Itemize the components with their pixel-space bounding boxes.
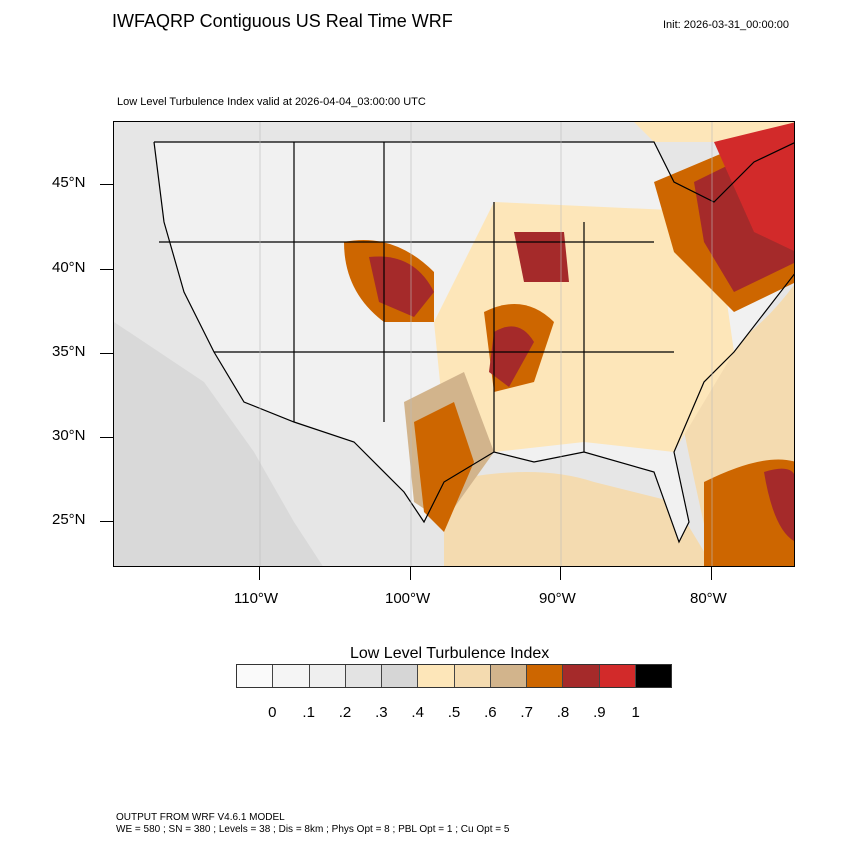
lon-tick [410,567,411,580]
plains-very-high [369,256,434,317]
gulf-field [444,472,713,566]
lat-tick [100,269,113,270]
wisconsin-very-high [514,232,569,282]
graticule [259,122,713,566]
lon-label-80: 80°W [690,590,727,607]
colorbar-title: Low Level Turbulence Index [350,645,550,662]
colorbar [236,664,672,688]
lat-label-35: 35°N [52,343,86,360]
atlantic-very-high [764,468,794,541]
field-subtitle: Low Level Turbulence Index valid at 2026… [117,96,426,108]
colorbar-swatch [599,665,636,687]
lat-tick [100,353,113,354]
colorbar-swatch [273,665,310,687]
lat-label-25: 25°N [52,511,86,528]
colorbar-swatch [527,665,564,687]
texas-high [414,402,474,532]
lon-tick [259,567,260,580]
colorbar-label: .5 [447,704,461,721]
colorbar-swatch [563,665,600,687]
colorbar-swatch [309,665,346,687]
ozarks-very-high [489,326,534,387]
pacific-field [114,322,323,566]
colorbar-label: .9 [593,704,606,721]
colorbar-label: .8 [556,704,570,721]
lon-tick [560,567,561,580]
colorbar-swatch [635,665,671,687]
state-boundaries [153,141,794,544]
colorbar-label: 0 [268,704,277,721]
colorbar-label: .6 [484,704,497,721]
northeast-extreme [714,122,794,252]
turbulence-field [114,122,794,566]
colorbar-label: .4 [411,704,424,721]
init-time: Init: 2026-03-31_00:00:00 [663,19,789,31]
colorbar-swatch [237,665,274,687]
colorbar-label: .2 [338,704,352,721]
lat-tick [100,184,113,185]
colorbar-swatch [382,665,419,687]
lat-label-45: 45°N [52,174,86,191]
lon-label-110: 110°W [234,590,279,607]
footer-model: OUTPUT FROM WRF V4.6.1 MODEL [116,812,285,823]
lat-label-30: 30°N [52,427,86,444]
lat-tick [100,521,113,522]
lat-tick [100,437,113,438]
figure-title: IWFAQRP Contiguous US Real Time WRF [112,11,453,31]
colorbar-swatch [345,665,382,687]
footer-config: WE = 580 ; SN = 380 ; Levels = 38 ; Dis … [116,824,510,835]
colorbar-label: .1 [302,704,315,721]
map-panel [113,121,795,567]
lat-label-40: 40°N [52,259,86,276]
colorbar-swatch [490,665,527,687]
lon-label-90: 90°W [539,590,576,607]
lon-tick [711,567,712,580]
colorbar-label: .3 [375,704,388,721]
colorbar-swatch [418,665,455,687]
colorbar-label: 1 [631,704,640,721]
colorbar-label: .7 [520,704,533,721]
lon-label-100: 100°W [385,590,431,607]
colorbar-swatch [454,665,491,687]
